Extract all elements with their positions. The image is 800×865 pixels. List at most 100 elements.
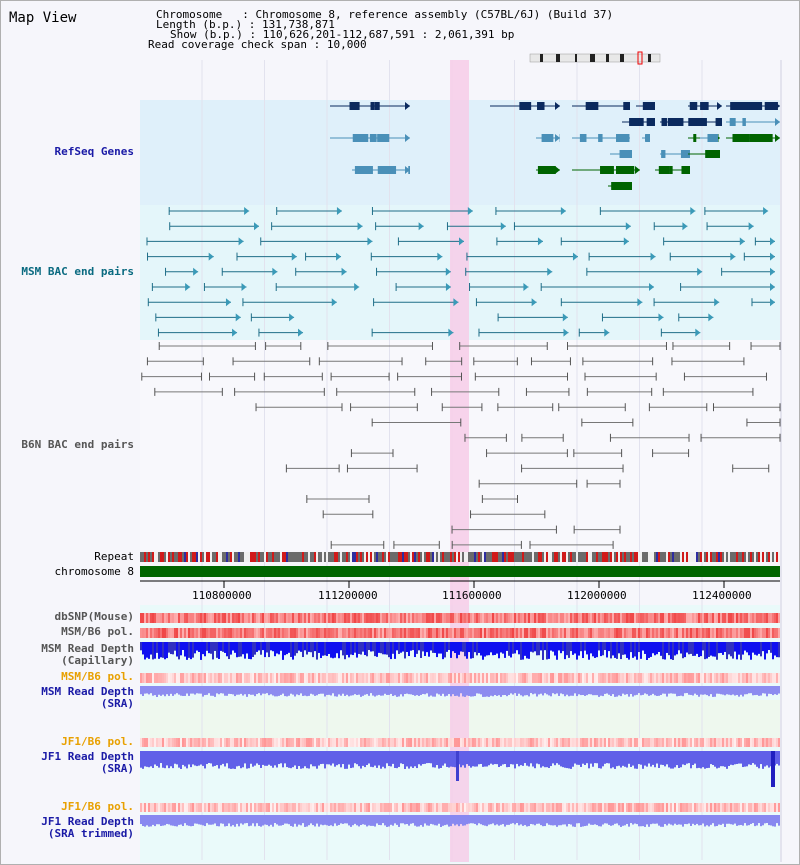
depth-bar: [396, 815, 398, 825]
polymorphism-mark: [500, 628, 502, 638]
polymorphism-mark: [684, 738, 686, 747]
depth-bar: [654, 815, 656, 824]
polymorphism-mark: [438, 673, 440, 683]
polymorphism-mark: [184, 803, 186, 812]
depth-bar: [480, 751, 482, 764]
depth-bar: [582, 642, 584, 659]
polymorphism-mark: [238, 673, 240, 683]
polymorphism-mark: [534, 613, 536, 623]
polymorphism-mark: [350, 613, 352, 623]
polymorphism-mark: [454, 803, 456, 812]
depth-bar: [492, 815, 494, 824]
polymorphism-mark: [294, 673, 296, 683]
label-jf1-depth-trimmed[interactable]: JF1 Read Depth (SRA trimmed): [41, 815, 134, 840]
depth-bar: [454, 642, 456, 654]
polymorphism-mark: [216, 628, 218, 638]
depth-bar: [172, 642, 174, 655]
polymorphism-mark: [366, 803, 368, 812]
label-jf1-depth-sra[interactable]: JF1 Read Depth (SRA): [41, 750, 134, 775]
depth-bar: [562, 815, 564, 825]
depth-bar: [398, 642, 400, 654]
depth-bar: [714, 815, 716, 827]
depth-bar: [284, 751, 286, 764]
depth-bar: [742, 686, 744, 697]
polymorphism-mark: [524, 613, 526, 623]
depth-bar: [404, 686, 406, 695]
polymorphism-mark: [608, 628, 610, 638]
depth-bar: [710, 642, 712, 656]
label-msm-bac[interactable]: MSM BAC end pairs: [21, 265, 134, 278]
polymorphism-mark: [562, 803, 564, 812]
polymorphism-mark: [548, 673, 550, 683]
depth-bar: [742, 642, 744, 655]
polymorphism-mark: [148, 613, 150, 623]
polymorphism-mark: [610, 613, 612, 623]
polymorphism-mark: [752, 613, 754, 623]
polymorphism-mark: [606, 613, 608, 623]
label-refseq-genes[interactable]: RefSeq Genes: [54, 145, 134, 158]
polymorphism-mark: [534, 803, 536, 812]
polymorphism-mark: [694, 613, 696, 623]
depth-bar: [640, 751, 642, 765]
label-dbsnp[interactable]: dbSNP(Mouse): [54, 610, 134, 623]
depth-bar: [744, 751, 746, 767]
polymorphism-mark: [776, 628, 778, 638]
label-msm-b6-pol-1[interactable]: MSM/B6 pol.: [61, 625, 134, 638]
label-jf1-b6-pol-2[interactable]: JF1/B6 pol.: [61, 800, 134, 813]
ideogram-band: [590, 54, 595, 62]
label-b6n-bac[interactable]: B6N BAC end pairs: [21, 438, 134, 451]
polymorphism-mark: [396, 613, 398, 623]
polymorphism-mark: [484, 628, 486, 638]
depth-bar: [712, 751, 714, 765]
depth-bar: [530, 642, 532, 652]
polymorphism-mark: [198, 628, 200, 638]
polymorphism-mark: [282, 613, 284, 623]
polymorphism-mark: [456, 613, 458, 623]
depth-bar: [268, 686, 270, 696]
polymorphism-mark: [490, 613, 492, 623]
gene-exon: [693, 134, 697, 142]
polymorphism-mark: [568, 738, 570, 747]
polymorphism-mark: [526, 673, 528, 683]
depth-bar: [510, 642, 512, 658]
polymorphism-mark: [158, 803, 160, 812]
label-msm-depth-capillary[interactable]: MSM Read Depth (Capillary): [41, 642, 134, 667]
polymorphism-mark: [762, 673, 764, 683]
depth-bar: [622, 686, 624, 694]
depth-bar: [546, 642, 548, 660]
label-jf1-b6-pol-1[interactable]: JF1/B6 pol.: [61, 735, 134, 748]
msm-bac-end-arrow: [623, 237, 629, 246]
polymorphism-mark: [170, 613, 172, 623]
polymorphism-mark: [146, 738, 148, 747]
polymorphism-mark: [450, 613, 452, 623]
repeat-mark: [462, 552, 464, 562]
polymorphism-mark: [670, 738, 672, 747]
repeat-mark: [684, 552, 686, 562]
gene-strand-arrow: [645, 134, 650, 142]
polymorphism-mark: [406, 738, 408, 747]
polymorphism-mark: [524, 628, 526, 638]
depth-bar: [320, 751, 322, 765]
label-msm-b6-pol-2[interactable]: MSM/B6 pol.: [61, 670, 134, 683]
gene-exon: [732, 134, 750, 142]
msm-bac-end-arrow: [770, 298, 775, 307]
depth-bar: [568, 751, 570, 769]
depth-bar: [566, 815, 568, 827]
polymorphism-mark: [220, 628, 222, 638]
polymorphism-mark: [234, 673, 236, 683]
polymorphism-mark: [514, 803, 516, 812]
polymorphism-mark: [536, 738, 538, 747]
label-msm-depth-sra[interactable]: MSM Read Depth (SRA): [41, 685, 134, 710]
polymorphism-mark: [640, 803, 642, 812]
polymorphism-mark: [510, 738, 512, 747]
depth-bar: [272, 815, 274, 827]
repeat-mark: [606, 552, 608, 562]
polymorphism-mark: [396, 628, 398, 638]
polymorphism-mark: [302, 803, 304, 812]
depth-bar: [762, 815, 764, 826]
depth-bar: [370, 815, 372, 826]
polymorphism-mark: [398, 803, 400, 812]
depth-bar: [664, 642, 666, 660]
